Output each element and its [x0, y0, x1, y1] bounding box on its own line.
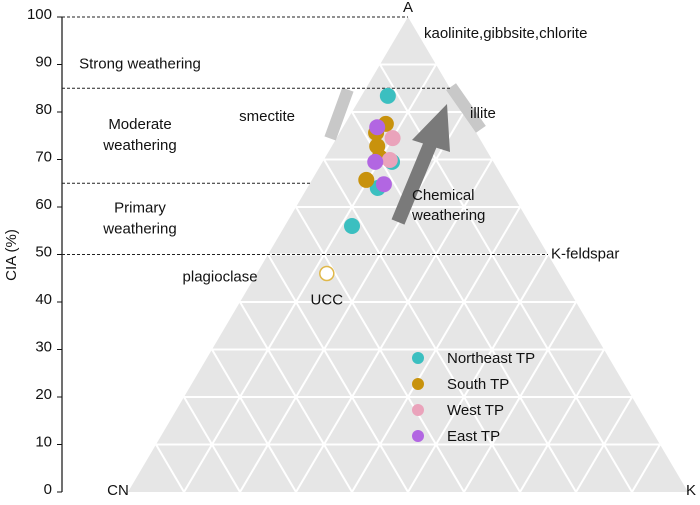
reference-label: UCC — [311, 291, 344, 308]
legend-label: East TP — [447, 428, 500, 445]
ternary-grid-line — [267, 253, 409, 493]
y-tick-label: 10 — [35, 433, 52, 450]
zone-label: weathering — [102, 137, 176, 154]
legend-marker — [412, 404, 424, 416]
y-tick-label: 30 — [35, 338, 52, 355]
data-point — [375, 176, 392, 193]
data-point — [367, 153, 384, 170]
ternary-grid-line — [295, 158, 493, 493]
annotation: plagioclase — [183, 269, 258, 286]
data-point — [381, 151, 398, 168]
legend-label: South TP — [447, 376, 509, 393]
y-tick-label: 60 — [35, 196, 52, 213]
zone-label: Primary — [114, 199, 166, 216]
weathering-arrow — [391, 104, 450, 225]
zone-label: Strong weathering — [79, 55, 201, 72]
y-tick-label: 100 — [27, 6, 52, 23]
zone-label: weathering — [102, 220, 176, 237]
data-point — [369, 119, 386, 136]
legend-marker — [412, 378, 424, 390]
annotation: kaolinite,gibbsite,chlorite — [424, 25, 587, 42]
corner-label: A — [403, 0, 413, 16]
reference-point — [319, 265, 335, 282]
ternary-grid-line — [211, 348, 297, 493]
corner-label: K — [686, 482, 696, 499]
annotation: smectite — [239, 108, 295, 125]
corner-label: CN — [107, 482, 129, 499]
y-tick-label: 80 — [35, 101, 52, 118]
ternary-grid-line — [323, 158, 521, 493]
ternary-grid-line — [183, 396, 241, 493]
data-point — [379, 87, 396, 104]
y-tick-label: 50 — [35, 243, 52, 260]
zone-label: Moderate — [108, 116, 171, 133]
ternary-grid-line — [519, 348, 605, 493]
ternary-grid-line — [155, 443, 185, 493]
arrow-label: Chemical — [412, 187, 475, 204]
legend-marker — [412, 430, 424, 442]
annotation: illite — [470, 105, 496, 122]
y-tick-label: 40 — [35, 291, 52, 308]
arrow-label: weathering — [411, 207, 485, 224]
ternary-grid-line — [407, 253, 549, 493]
legend-label: Northeast TP — [447, 350, 535, 367]
data-point — [344, 218, 360, 234]
legend-marker — [412, 352, 424, 364]
data-point — [358, 171, 375, 188]
illite-bar — [446, 83, 486, 133]
y-axis-label: CIA (%) — [3, 229, 20, 281]
y-tick-label: 90 — [35, 53, 52, 70]
ternary-grid-line — [239, 301, 353, 493]
annotation: K-feldspar — [551, 245, 619, 262]
smectite-bar — [324, 87, 354, 141]
y-tick-label: 0 — [44, 481, 52, 498]
ternary-grid-line — [463, 301, 577, 493]
ternary-grid-line — [631, 443, 661, 493]
legend-label: West TP — [447, 402, 504, 419]
y-tick-label: 20 — [35, 386, 52, 403]
data-point — [384, 130, 401, 147]
ternary-grid-line — [575, 396, 633, 493]
y-tick-label: 70 — [35, 148, 52, 165]
